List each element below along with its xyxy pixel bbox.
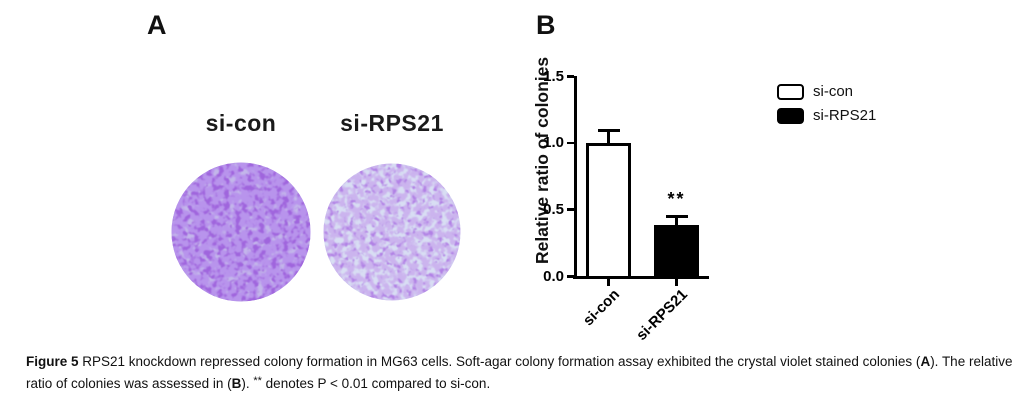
- caption-text: RPS21 knockdown repressed colony formati…: [78, 354, 921, 369]
- dish-label-si-rps21: si-RPS21: [340, 110, 444, 136]
- y-tick-label: 0.0: [543, 267, 564, 285]
- y-tick-label: 1.5: [543, 67, 564, 85]
- x-tick-mark: [607, 279, 610, 286]
- caption-significance-stars: **: [253, 374, 262, 387]
- x-tick-mark: [675, 279, 678, 286]
- y-axis-line: [574, 76, 577, 276]
- bar-si-con: [586, 142, 631, 279]
- significance-stars: **: [667, 188, 686, 209]
- caption-panel-b-ref: B: [231, 375, 242, 391]
- bar-chart: 0.0 0.5 1.0 1.5 si-con si-RPS21 **: [520, 60, 820, 360]
- y-tick-label: 1.0: [543, 134, 564, 152]
- caption-text: ).: [241, 375, 254, 391]
- bar-si-RPS21: [654, 225, 699, 279]
- colony-dish-si-rps21-image: [323, 163, 461, 301]
- legend-entry-si-RPS21: si-RPS21: [777, 107, 876, 124]
- error-bar-cap: [665, 214, 688, 218]
- dish-label-si-con: si-con: [205, 110, 277, 136]
- legend-label: si-RPS21: [813, 107, 877, 124]
- error-bar-line: [607, 129, 610, 145]
- legend-entry-si-con: si-con: [777, 83, 876, 100]
- legend-swatch-icon: [777, 107, 804, 124]
- legend-swatch-icon: [777, 83, 804, 100]
- y-tick-mark: [567, 208, 574, 211]
- colony-dish-si-con-image: [171, 162, 311, 302]
- x-axis-line: [573, 276, 709, 279]
- caption-panel-a-ref: A: [920, 354, 931, 369]
- legend-label: si-con: [813, 83, 854, 100]
- figure-caption: Figure 5 RPS21 knockdown repressed colon…: [26, 352, 1014, 393]
- error-bar-cap: [597, 129, 620, 133]
- panel-b-label: B: [536, 10, 556, 40]
- y-tick-mark: [567, 75, 574, 78]
- colony-dish-si-con: [171, 162, 311, 307]
- chart-legend: si-con si-RPS21: [777, 83, 876, 131]
- y-tick-mark: [567, 141, 574, 145]
- caption-figure-number: Figure 5: [26, 354, 79, 369]
- y-tick-label: 0.5: [543, 200, 564, 218]
- y-tick-mark: [567, 275, 574, 278]
- caption-text: ). The relative ratio of colonies was as…: [26, 354, 1013, 391]
- colony-dish-si-rps21: [323, 163, 461, 306]
- panel-a-label: A: [147, 10, 167, 40]
- caption-text: denotes P < 0.01 compared to si-con.: [261, 375, 491, 391]
- error-bar-line: [675, 214, 678, 228]
